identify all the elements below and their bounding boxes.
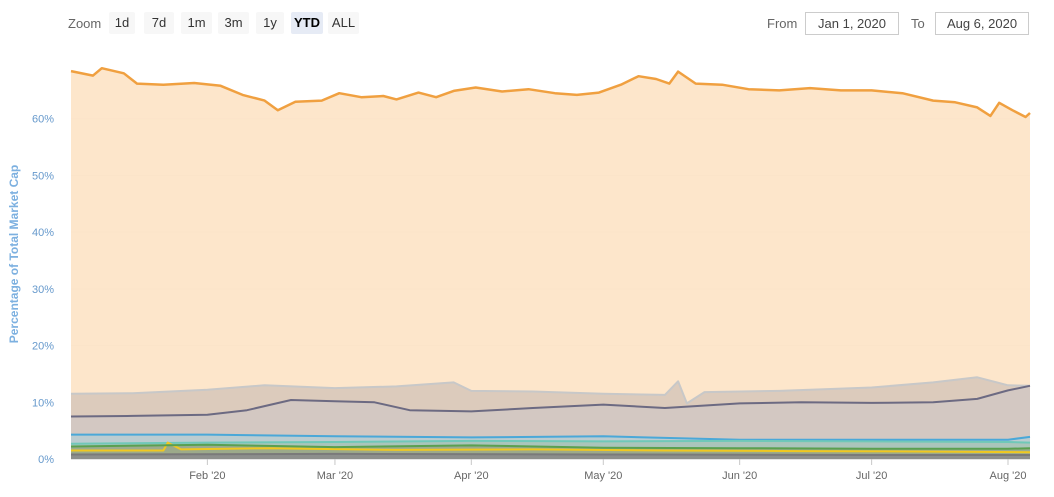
x-tick-label: Feb '20 xyxy=(189,470,225,482)
y-axis-ticks: 0% 10% 20% 30% 40% 50% 60% xyxy=(32,114,54,466)
series-lines xyxy=(70,66,1031,456)
series-line-4 xyxy=(70,439,1031,445)
x-tick-label: Jun '20 xyxy=(722,470,757,482)
x-tick-label: Apr '20 xyxy=(454,470,489,482)
zoom-7d-button[interactable]: 7d xyxy=(144,12,174,34)
y-tick-label: 0% xyxy=(38,454,54,466)
x-axis-ticks: Feb '20 Mar '20 Apr '20 May '20 Jun '20 Jul '… xyxy=(189,459,1026,482)
from-date-input[interactable]: Jan 1, 2020 xyxy=(805,12,899,35)
from-label: From xyxy=(767,16,798,31)
y-tick-label: 20% xyxy=(32,341,54,353)
x-tick-label: Jul '20 xyxy=(856,470,887,482)
zoom-all-button[interactable]: ALL xyxy=(328,12,359,34)
to-date-input[interactable]: Aug 6, 2020 xyxy=(935,12,1029,35)
series-line-0 xyxy=(70,66,1031,119)
series-line-6 xyxy=(70,443,1031,450)
x-tick-label: Aug '20 xyxy=(990,470,1027,482)
y-tick-label: 10% xyxy=(32,397,54,409)
series-line-1 xyxy=(70,376,1031,405)
series-area-0 xyxy=(71,68,1030,459)
zoom-label: Zoom xyxy=(68,16,102,31)
y-tick-label: 60% xyxy=(32,114,54,126)
zoom-3m-button[interactable]: 3m xyxy=(218,12,249,34)
zoom-ytd-button[interactable]: YTD xyxy=(291,12,323,34)
range-selector-toolbar: Zoom 1d 7d 1m 3m 1y YTD ALL From Jan 1, … xyxy=(0,0,1054,50)
to-label: To xyxy=(911,16,925,31)
y-tick-label: 30% xyxy=(32,284,54,296)
series-line-7 xyxy=(70,452,1030,456)
x-tick-label: May '20 xyxy=(584,470,622,482)
zoom-1m-button[interactable]: 1m xyxy=(181,12,212,34)
y-tick-label: 40% xyxy=(32,227,54,239)
series-line-2 xyxy=(70,384,1031,418)
series-areas xyxy=(71,68,1030,459)
y-axis-label: Percentage of Total Market Cap xyxy=(7,165,21,344)
zoom-1d-button[interactable]: 1d xyxy=(109,12,135,34)
series-line-3 xyxy=(71,433,1031,441)
zoom-1y-button[interactable]: 1y xyxy=(256,12,284,34)
y-tick-label: 50% xyxy=(32,170,54,182)
x-tick-label: Mar '20 xyxy=(317,470,353,482)
